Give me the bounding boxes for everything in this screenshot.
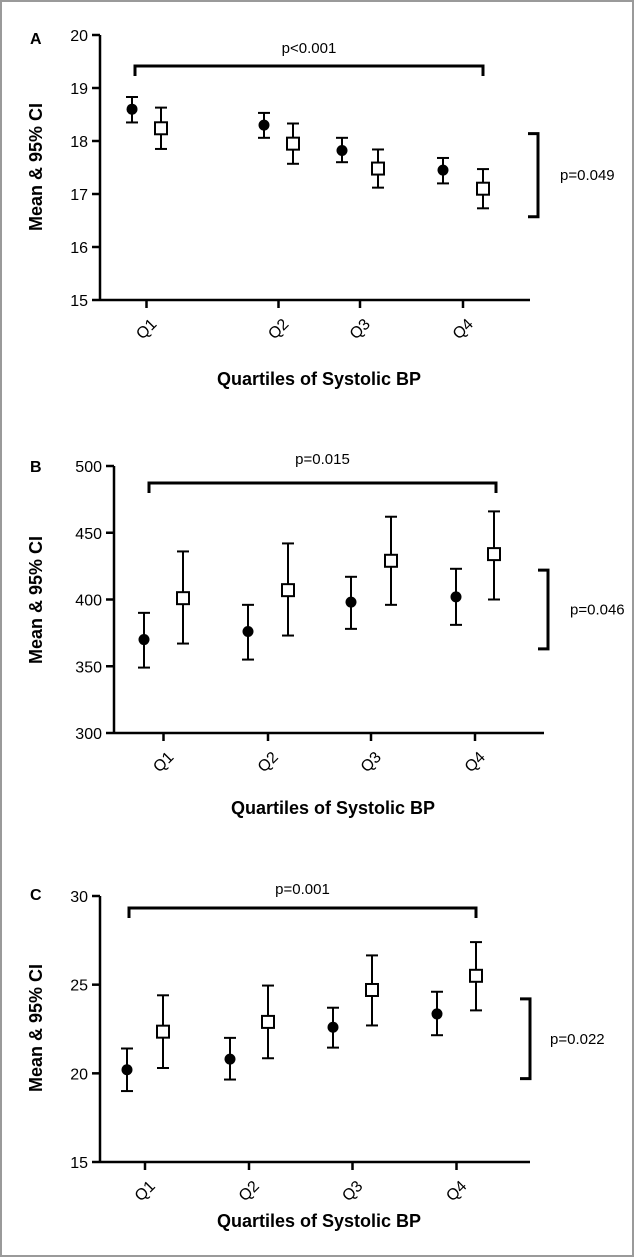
right-p-value: p=0.046 [570,602,625,619]
data-point-circle [258,119,270,131]
right-bracket [528,132,540,219]
x-tick-label: Q3 [347,316,374,343]
panel-c: C 15 20 25 30 Q1 Q2 Q3 Q4 Mean & 95% CI Quartiles … [26,881,605,1231]
data-point-circle [345,596,357,608]
panel-letter: A [30,31,42,48]
x-axis-label: Quartiles of Systolic BP [231,798,435,818]
data-point-circle [242,626,254,638]
top-p-value: p<0.001 [282,40,337,57]
x-tick-label: Q4 [450,316,477,343]
data-point-square [286,136,300,151]
top-bracket [127,906,478,918]
data-point-square [281,583,295,598]
y-tick-label: 30 [70,889,88,906]
data-point-square [469,968,483,983]
y-tick-label: 400 [75,593,102,610]
x-tick-label: Q4 [443,1178,470,1205]
data-point-square [476,181,490,196]
x-tick-label: Q1 [132,1178,159,1205]
x-tick-label: Q1 [133,316,160,343]
y-tick-label: 18 [70,134,88,151]
x-axis-label: Quartiles of Systolic BP [217,369,421,389]
top-p-value: p=0.001 [275,881,330,898]
top-bracket [147,481,498,493]
data-point-circle [224,1053,236,1065]
x-axis-label: Quartiles of Systolic BP [217,1211,421,1231]
y-tick-label: 500 [75,459,102,476]
x-tick-label: Q3 [339,1178,366,1205]
y-tick-label: 450 [75,526,102,543]
data-point-square [384,553,398,568]
top-p-value: p=0.015 [295,451,350,468]
data-point-square [365,982,379,997]
data-point-square [176,591,190,606]
y-tick-label: 20 [70,1066,88,1083]
top-bracket [133,64,485,76]
panel-letter: B [30,459,42,476]
data-point-circle [126,103,138,115]
y-tick-label: 15 [70,1155,88,1172]
panel-a: A 15 16 17 18 19 20 Q1 Q2 Q3 Q4 Mean & 95% CI Quarti… [26,28,615,389]
right-p-value: p=0.022 [550,1031,605,1048]
x-tick-label: Q4 [462,749,489,776]
right-p-value: p=0.049 [560,167,615,184]
data-point-square [154,121,168,136]
data-point-circle [138,634,150,646]
data-point-square [261,1014,275,1029]
x-tick-label: Q2 [265,316,292,343]
data-point-circle [437,164,449,176]
right-bracket [520,997,532,1081]
x-tick-label: Q3 [358,749,385,776]
data-point-circle [431,1008,443,1020]
data-point-square [487,547,501,562]
x-tick-label: Q2 [236,1178,263,1205]
data-point-circle [327,1021,339,1033]
y-axis-label: Mean & 95% CI [26,536,46,664]
data-point-square [156,1024,170,1039]
panel-b: B 300 350 400 450 500 Q1 Q2 Q3 Q4 Mean & 95% CI Qua… [26,451,625,818]
data-point-circle [450,591,462,603]
y-tick-label: 17 [70,187,88,204]
y-tick-label: 15 [70,293,88,310]
y-axis-label: Mean & 95% CI [26,964,46,1092]
y-tick-label: 16 [70,240,88,257]
y-tick-label: 300 [75,726,102,743]
right-bracket [538,568,550,651]
data-point-circle [121,1064,133,1076]
panel-letter: C [30,887,42,904]
y-tick-label: 25 [70,978,88,995]
y-tick-label: 19 [70,81,88,98]
y-tick-label: 20 [70,28,88,45]
x-tick-label: Q1 [150,749,177,776]
data-point-square [371,161,385,176]
x-tick-label: Q2 [255,749,282,776]
y-axis-label: Mean & 95% CI [26,103,46,231]
y-tick-label: 350 [75,659,102,676]
data-point-circle [336,145,348,157]
